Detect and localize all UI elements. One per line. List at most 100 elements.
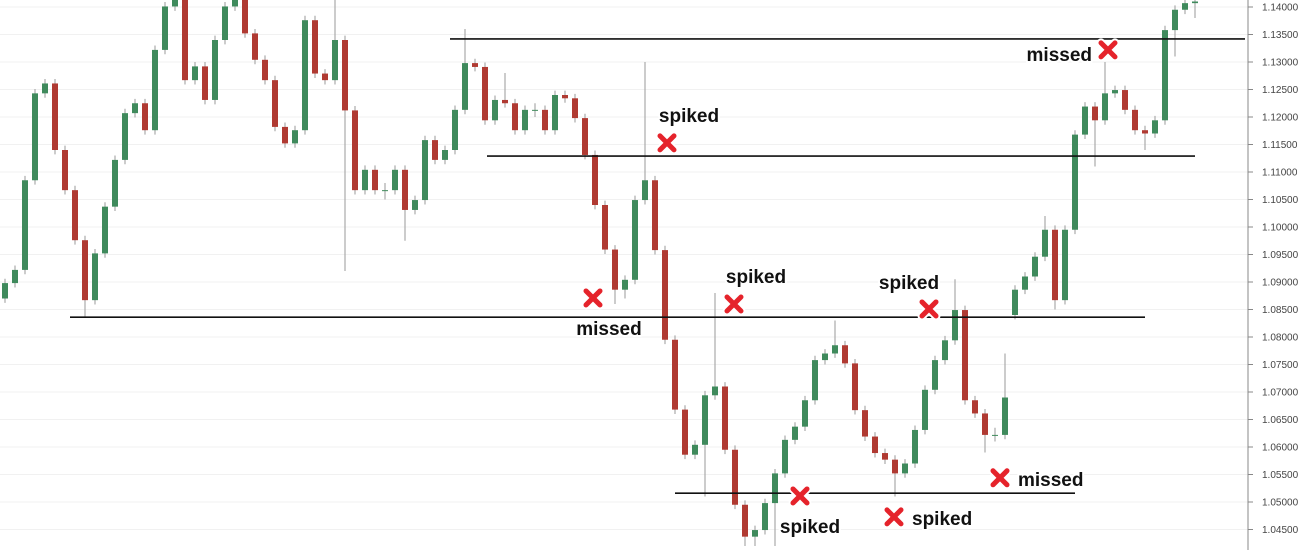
candle [1062,225,1068,305]
candle [282,122,288,148]
candle [202,62,208,105]
candle [812,355,818,405]
candle [1042,216,1048,262]
candle [722,382,728,455]
candle [712,293,718,400]
candle-body [1042,229,1048,257]
candle-body [322,73,328,81]
candle [522,105,528,135]
candle [72,185,78,245]
y-tick-label: 1.08500 [1262,305,1299,316]
x-mark-icon [724,294,744,314]
candle-body [92,253,98,301]
candle-body [62,150,68,191]
candle [122,108,128,165]
candle-body [752,530,758,537]
candle-body [312,20,318,74]
candle [1122,85,1128,115]
candle [1112,85,1118,98]
candle [572,93,578,123]
candle-body [1072,134,1078,230]
candle-body [762,503,768,531]
candle-body [12,269,18,284]
candle-body [1172,9,1178,31]
candle-body [502,99,508,104]
candle-body [1102,93,1108,121]
y-tick-label: 1.14000 [1262,3,1299,14]
annotation-label: spiked [659,106,719,127]
candle-body [842,345,848,364]
y-tick-label: 1.11000 [1262,168,1298,179]
candle [222,2,228,45]
candle-body [572,98,578,119]
candle [392,165,398,195]
candle-body [462,63,468,110]
y-tick-label: 1.06500 [1262,415,1299,426]
candle [422,135,428,205]
candle [972,395,978,418]
candle [432,135,438,165]
candle-body [242,0,248,34]
candle-body [362,169,368,191]
candle [562,90,568,103]
candle-body [982,413,988,435]
y-tick-label: 1.12000 [1262,113,1299,124]
candle-body [22,180,28,270]
candle [142,98,148,135]
candle [2,278,8,303]
candle [412,195,418,215]
candle-body [652,180,658,251]
candle-body [552,95,558,131]
candle-body [1082,106,1088,135]
candle [162,2,168,55]
candle-body [292,130,298,144]
candle-body [1022,276,1028,290]
candle-body [32,93,38,181]
candle [442,145,448,165]
candle [592,150,598,210]
candle [962,305,968,405]
candle [152,45,158,135]
candle-body [342,40,348,111]
candle-body [2,283,8,299]
candle [642,62,648,205]
candle-body [672,339,678,410]
candle-body [902,463,908,474]
candle-body [232,0,238,7]
candle-body [642,180,648,201]
candle-body [852,363,858,411]
candle-body [432,140,438,160]
candle [1132,105,1138,135]
candle [502,73,508,108]
candle-body [102,206,108,254]
candle-body [962,310,968,401]
candle-body [1122,90,1128,110]
candle-body [632,200,638,280]
candle [662,245,668,345]
candle [272,75,278,132]
candle-body [212,40,218,100]
candle [922,385,928,435]
candle-body [452,109,458,150]
candle-body [272,80,278,127]
candle-body [622,279,628,290]
candle [892,455,898,497]
candle [372,165,378,195]
candle [792,422,798,445]
candle-body [132,103,138,114]
candle-body [722,386,728,450]
y-tick-label: 1.08000 [1262,333,1299,344]
candle-body [1192,1,1198,4]
candle-body [472,63,478,67]
x-mark-icon [884,507,904,527]
candle-body [772,473,778,504]
annotation: spiked [778,484,842,540]
annotation-label: missed [1018,470,1083,491]
candle [772,469,778,546]
candle [262,55,268,85]
candle-body [42,83,48,94]
y-tick-label: 1.12500 [1262,85,1299,96]
candle [452,105,458,155]
candle-body [942,340,948,361]
